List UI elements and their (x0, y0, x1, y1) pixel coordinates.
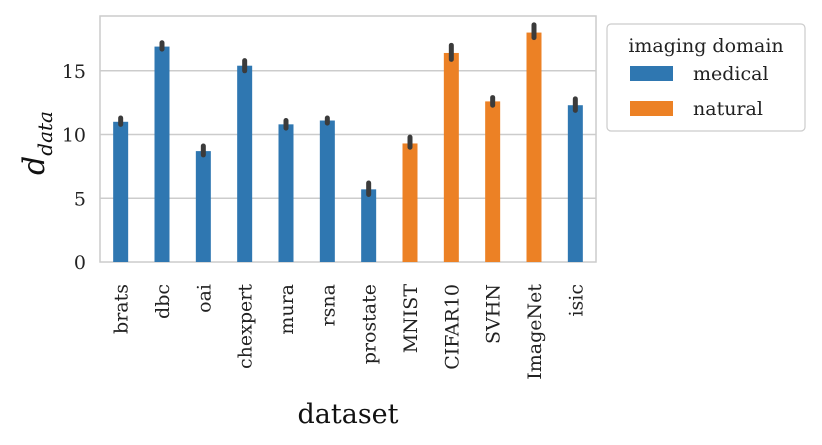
x-tick-label: dbc (152, 284, 174, 319)
bar-chexpert (237, 65, 253, 263)
bar-oai (195, 151, 211, 262)
legend-label-medical: medical (693, 63, 769, 85)
y-axis-title: ddata (17, 111, 57, 175)
x-tick-label: prostate (359, 284, 381, 364)
bar-dbc (154, 46, 170, 263)
bar-prostate (361, 189, 377, 262)
legend-swatch-natural (630, 101, 673, 116)
bar-svhn (485, 101, 501, 263)
bars (113, 32, 583, 263)
legend-entries: medical natural (630, 63, 769, 120)
x-tick-label: brats (111, 284, 133, 334)
x-tick-label: isic (565, 284, 587, 317)
y-tick-labels: 0 5 10 15 (62, 61, 86, 274)
bar-mura (278, 124, 294, 262)
legend-label-natural: natural (693, 98, 763, 120)
error-bars (118, 22, 578, 197)
y-axis-title-main: d (17, 156, 52, 175)
bar-brats (113, 121, 129, 262)
y-grid-lines (100, 70, 596, 200)
bar-mnist (402, 143, 418, 262)
x-tick-label: MNIST (400, 284, 422, 354)
x-tick-label: rsna (317, 284, 339, 326)
legend-swatch-medical (630, 66, 673, 81)
x-tick-labels: brats dbc oai chexpert mura rsna prostate MNIST… (111, 284, 588, 380)
y-tick-label: 10 (62, 125, 86, 147)
legend: imaging domain medical natural (606, 23, 806, 132)
y-tick-label: 15 (62, 61, 86, 83)
bar-imagenet (526, 32, 542, 262)
bar-isic (567, 105, 583, 262)
y-tick-label: 0 (74, 252, 86, 274)
x-tick-label: SVHN (483, 284, 505, 344)
x-tick-label: oai (193, 284, 215, 313)
x-tick-label: ImageNet (524, 284, 546, 380)
y-axis-title-subscript: data (33, 111, 57, 156)
bar-cifar10 (443, 52, 459, 262)
x-tick-label: mura (276, 284, 298, 335)
y-tick-label: 5 (74, 188, 86, 210)
x-tick-label: CIFAR10 (441, 284, 463, 370)
x-tick-label: chexpert (235, 284, 257, 369)
bar-rsna (319, 120, 335, 263)
x-axis-title: dataset (297, 399, 398, 430)
legend-title: imaging domain (628, 35, 783, 57)
plot-area (99, 15, 597, 263)
